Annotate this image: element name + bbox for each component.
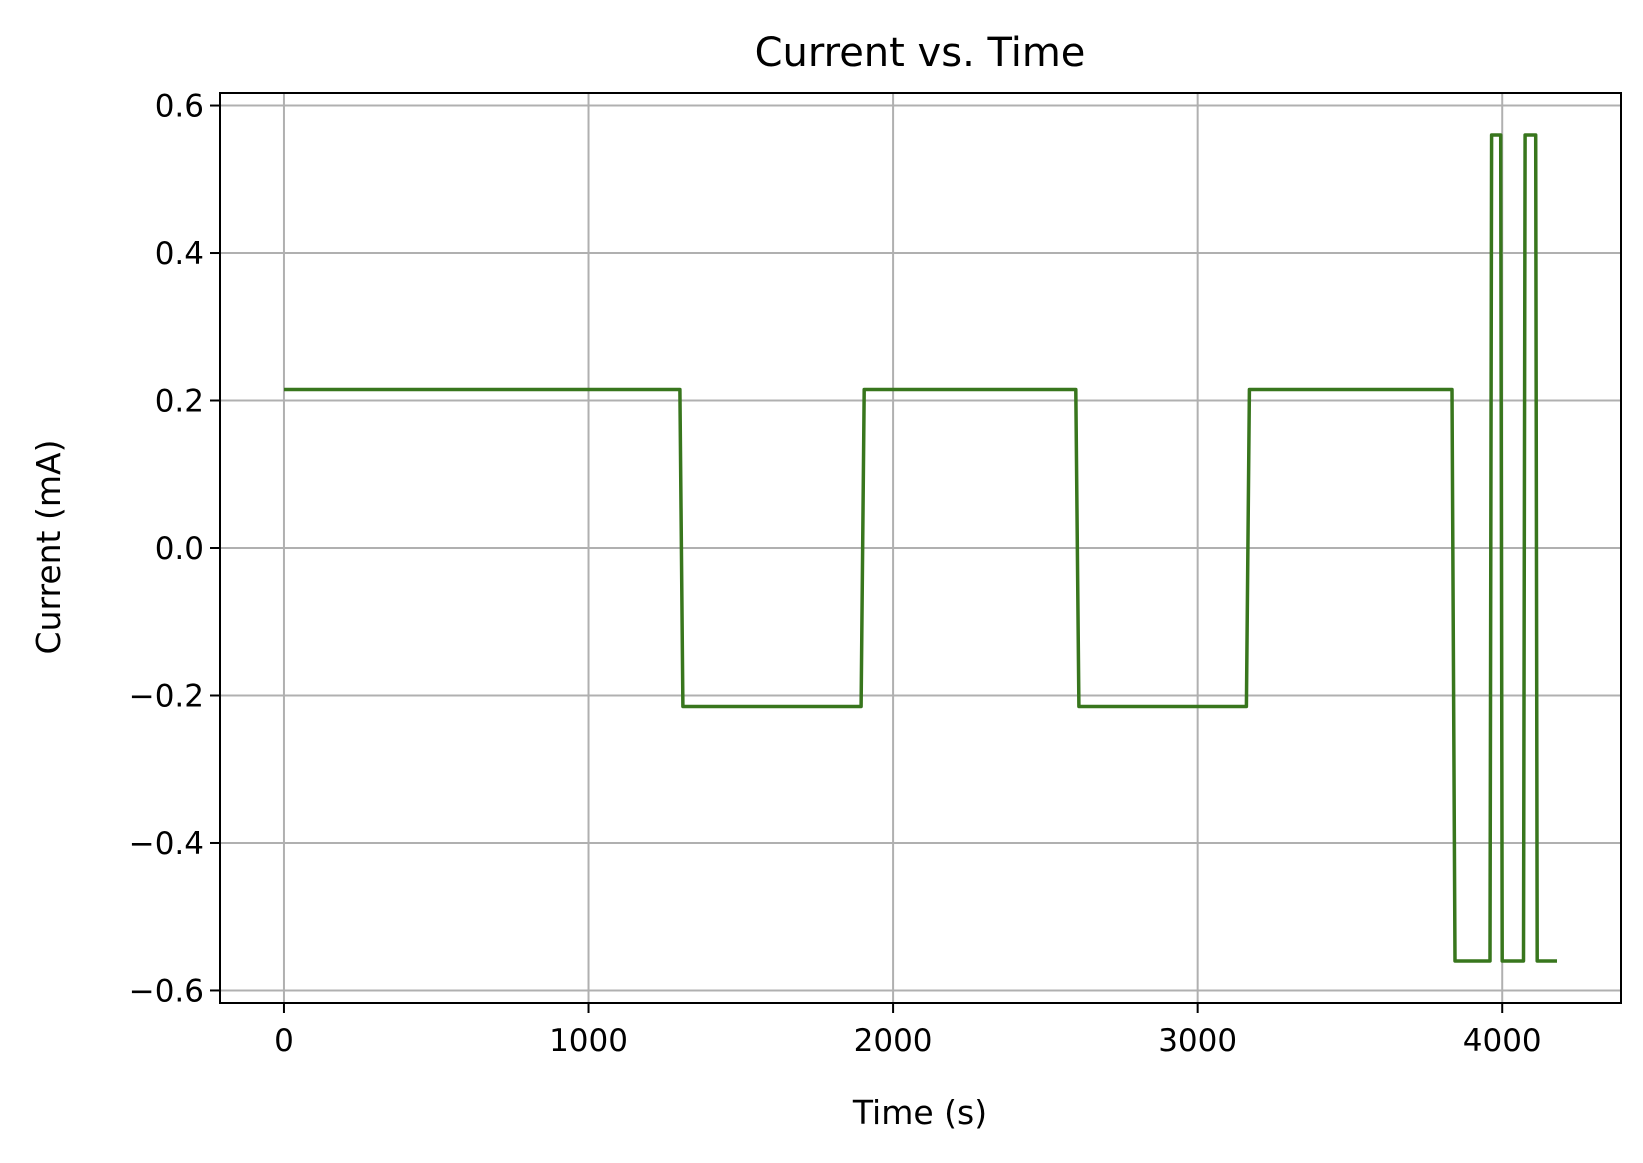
y-tick-label: −0.2 — [129, 678, 204, 714]
y-tick-label: −0.4 — [129, 826, 204, 862]
y-axis-label: Current (mA) — [29, 440, 68, 655]
grid-layer — [220, 93, 1621, 1003]
y-tick-label: 0.6 — [155, 89, 204, 125]
y-tick-label: 0.0 — [155, 531, 204, 567]
x-tick-label: 1000 — [549, 1023, 628, 1059]
y-tick-label: 0.4 — [155, 236, 204, 272]
series-line-0 — [284, 133, 1557, 963]
y-tick-label: 0.2 — [155, 384, 204, 420]
x-axis-label: Time (s) — [852, 1093, 987, 1132]
tick-layer: 0 1000 2000 3000 4000 0.6 0.4 0.2 0.0 −0.2 −0.4 −0.… — [129, 89, 1542, 1059]
y-tick-label: −0.6 — [129, 973, 204, 1009]
data-layer — [284, 133, 1557, 963]
x-tick-label: 2000 — [854, 1023, 933, 1059]
x-tick-label: 0 — [274, 1023, 294, 1059]
chart-title: Current vs. Time — [755, 30, 1086, 76]
x-tick-label: 3000 — [1158, 1023, 1237, 1059]
x-tick-label: 4000 — [1463, 1023, 1542, 1059]
